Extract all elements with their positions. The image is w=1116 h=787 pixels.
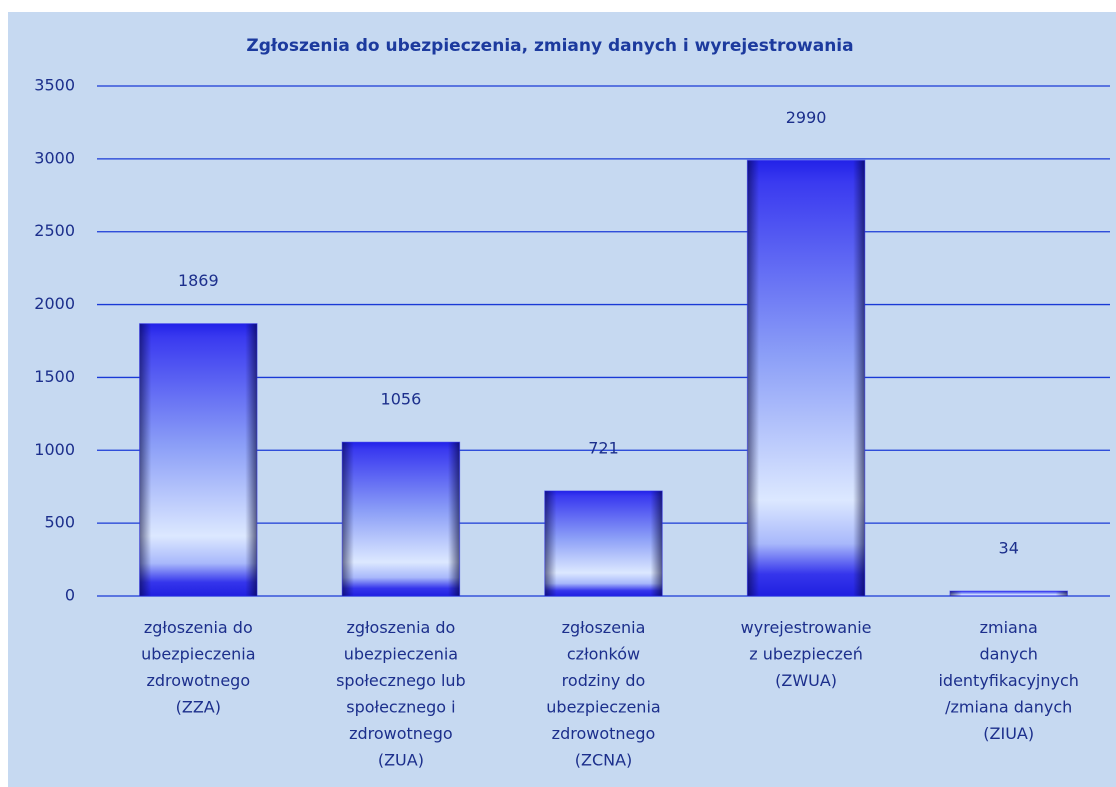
value-label: 1869 (178, 271, 219, 290)
y-tick-label: 2000 (34, 294, 75, 313)
bar-outline (544, 490, 663, 597)
bar-shade (139, 323, 258, 596)
x-tick-label: zmiana danych identyfikacyjnych/zmiana dan… (938, 618, 1078, 743)
bar-shade (544, 490, 663, 596)
y-tick-label: 1500 (34, 367, 75, 386)
value-label: 1056 (381, 390, 422, 409)
x-tick-label: zgłoszenia do ubezpieczenia społecznego lu… (336, 618, 466, 770)
value-label: 34 (999, 539, 1019, 558)
bar-outline (949, 590, 1068, 597)
x-tick-label: zgłoszenia członków rodziny do ubezpieczeni… (546, 618, 660, 770)
bar-shade (342, 442, 460, 596)
value-label: 2990 (786, 108, 827, 127)
bar-outline (746, 159, 866, 597)
chart-title: Zgłoszenia do ubezpieczenia, zmiany dany… (246, 36, 853, 56)
bar-shade (949, 591, 1068, 596)
y-tick-label: 500 (44, 513, 75, 532)
y-tick-label: 2500 (34, 221, 75, 240)
bar-outline (341, 441, 461, 597)
x-tick-label: zgłoszenia do ubezpieczenia zdrowotnego (ZZ… (141, 618, 255, 717)
value-label: 721 (588, 438, 619, 457)
bar-outline (139, 323, 258, 597)
bar-shade (747, 160, 865, 597)
y-tick-label: 3500 (34, 76, 75, 95)
x-tick-label: wyrejestrowanie z ubezpieczeń (ZWUA) (741, 618, 872, 690)
y-tick-label: 0 (65, 586, 75, 605)
y-tick-label: 1000 (34, 440, 75, 459)
y-tick-label: 3000 (34, 148, 75, 167)
